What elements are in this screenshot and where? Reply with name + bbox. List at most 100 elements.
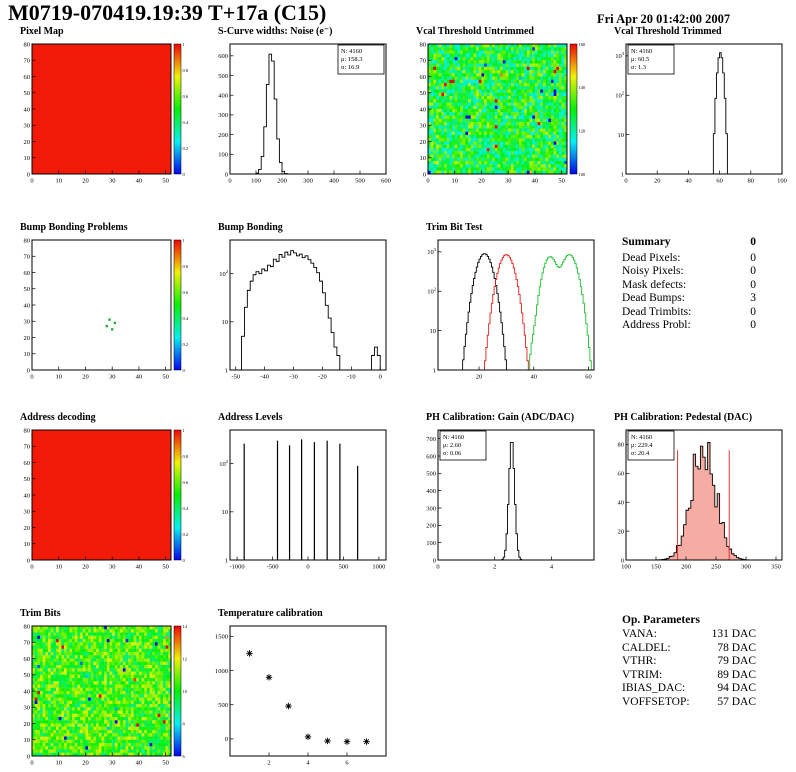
svg-text:100: 100 (777, 178, 787, 185)
plot-temperature-calibration: Temperature calibration 2 4 6 0 500 1000 1500 (204, 608, 396, 772)
svg-text:80: 80 (24, 427, 31, 434)
svg-text:300: 300 (218, 112, 228, 119)
svg-text:30: 30 (420, 123, 427, 130)
plot-vcal-trimmed: Vcal Threshold Trimmed 0 20 40 60 80 100 1 10 10… (600, 26, 792, 196)
plot-bump-bonding: Bump Bonding -50 -40 -30 -20 -10 0 1 10 102 (204, 222, 396, 392)
svg-text:1500: 1500 (215, 634, 228, 641)
plot-address-levels: Address Levels -1000 -500 0 500 1000 1 10 102 (204, 412, 396, 582)
svg-text:μ: 2.60: μ: 2.60 (443, 442, 461, 449)
svg-text:70: 70 (420, 58, 427, 65)
plot-pixel-map: Pixel Map 0 10 20 30 40 50 0 10 20 30 40 50 60 70 80 1 0… (6, 26, 198, 196)
svg-text:50: 50 (162, 564, 169, 571)
svg-text:σ: 16.9: σ: 16.9 (341, 64, 359, 71)
svg-text:σ: 0.06: σ: 0.06 (443, 450, 462, 457)
plot-address-decoding: Address decoding 0 10 20 30 40 50 0 10 20 30 40 50 6… (6, 412, 198, 582)
op-row-ibias-dac: IBIAS_DAC: 94 DAC (622, 682, 756, 694)
svg-text:30: 30 (109, 374, 116, 381)
plot-title-address-decoding: Address decoding (20, 412, 96, 423)
plot-title-ph-pedestal: PH Calibration: Pedestal (DAC) (614, 412, 753, 423)
vcal-untrimmed-chart: 0 10 20 30 40 50 0 10 20 30 40 50 60 70 80 160 140 120 100 (420, 41, 587, 185)
svg-text:80: 80 (24, 41, 31, 48)
address-levels-chart: -1000 -500 0 500 1000 1 10 102 (219, 429, 387, 571)
svg-text:500: 500 (339, 564, 349, 571)
svg-text:0: 0 (306, 564, 309, 571)
temperature-calibration-chart: 2 4 6 0 500 1000 1500 (215, 625, 387, 767)
svg-text:0: 0 (426, 178, 429, 185)
svg-text:70: 70 (24, 640, 31, 647)
plot-trim-bit-test: Trim Bit Test 20 40 60 1 10 102 103 (412, 222, 604, 392)
svg-text:80: 80 (420, 41, 427, 48)
svg-text:-500: -500 (267, 564, 279, 571)
svg-text:20: 20 (24, 139, 31, 146)
svg-text:10: 10 (183, 689, 188, 694)
svg-text:40: 40 (24, 302, 31, 309)
svg-text:-40: -40 (260, 374, 269, 381)
svg-text:80: 80 (618, 442, 625, 449)
svg-text:6: 6 (345, 760, 349, 767)
svg-text:100: 100 (426, 540, 436, 547)
svg-text:250: 250 (711, 564, 721, 571)
svg-text:10: 10 (24, 351, 31, 358)
svg-text:1: 1 (225, 557, 228, 564)
plot-title-temperature-calibration: Temperature calibration (218, 608, 323, 619)
svg-text:40: 40 (136, 760, 143, 767)
svg-text:10: 10 (55, 760, 62, 767)
svg-text:N: 4160: N: 4160 (631, 48, 652, 55)
plot-title-ph-gain: PH Calibration: Gain (ADC/DAC) (426, 412, 575, 423)
svg-text:N: 4160: N: 4160 (631, 434, 652, 441)
svg-text:20: 20 (476, 374, 483, 381)
svg-text:300: 300 (426, 505, 436, 512)
summary-title: Summary (622, 236, 671, 248)
svg-text:40: 40 (24, 106, 31, 113)
svg-text:μ: 158.3: μ: 158.3 (341, 56, 363, 63)
svg-text:60: 60 (24, 656, 31, 663)
svg-text:60: 60 (420, 74, 427, 81)
summary-total: 0 (750, 236, 756, 248)
svg-text:30: 30 (24, 509, 31, 516)
svg-text:4: 4 (306, 760, 310, 767)
svg-text:10: 10 (430, 328, 437, 335)
svg-text:70: 70 (24, 254, 31, 261)
svg-text:50: 50 (24, 672, 31, 679)
svg-text:-10: -10 (347, 374, 356, 381)
svg-text:0.4: 0.4 (183, 316, 189, 321)
svg-text:60: 60 (24, 74, 31, 81)
summary-row-dead-trimbits: Dead Trimbits: 0 (622, 305, 756, 318)
svg-text:50: 50 (24, 286, 31, 293)
svg-text:20: 20 (618, 528, 625, 535)
svg-text:0: 0 (624, 178, 627, 185)
op-parameters-title: Op. Parameters (622, 614, 700, 626)
plot-title-scurve-noise: S-Curve widths: Noise (e⁻) (218, 26, 333, 37)
svg-text:0: 0 (27, 753, 30, 760)
svg-text:10: 10 (24, 737, 31, 744)
svg-text:140: 140 (579, 85, 587, 90)
svg-text:20: 20 (82, 178, 89, 185)
svg-text:103: 103 (427, 247, 437, 256)
svg-text:30: 30 (109, 178, 116, 185)
svg-text:10: 10 (618, 132, 625, 139)
svg-text:50: 50 (420, 90, 427, 97)
svg-text:50: 50 (162, 374, 169, 381)
svg-text:0: 0 (423, 171, 426, 178)
svg-text:600: 600 (426, 453, 436, 460)
summary-row-address-probl: Address Probl: 0 (622, 319, 756, 331)
summary-row-noisy-pixels: Noisy Pixels: 0 (622, 265, 756, 277)
svg-text:50: 50 (24, 476, 31, 483)
svg-text:70: 70 (24, 444, 31, 451)
svg-text:0.2: 0.2 (183, 342, 189, 347)
svg-text:0.8: 0.8 (183, 68, 189, 73)
svg-text:-50: -50 (231, 374, 240, 381)
svg-text:160: 160 (579, 42, 587, 47)
svg-text:0: 0 (30, 178, 33, 185)
svg-text:10: 10 (24, 541, 31, 548)
svg-text:6: 6 (183, 754, 186, 759)
svg-text:102: 102 (219, 269, 229, 278)
svg-text:0: 0 (228, 178, 231, 185)
svg-text:0: 0 (183, 368, 186, 373)
svg-text:-30: -30 (289, 374, 298, 381)
svg-text:10: 10 (55, 178, 62, 185)
svg-text:0: 0 (30, 564, 33, 571)
svg-text:10: 10 (55, 564, 62, 571)
svg-text:4: 4 (550, 564, 554, 571)
